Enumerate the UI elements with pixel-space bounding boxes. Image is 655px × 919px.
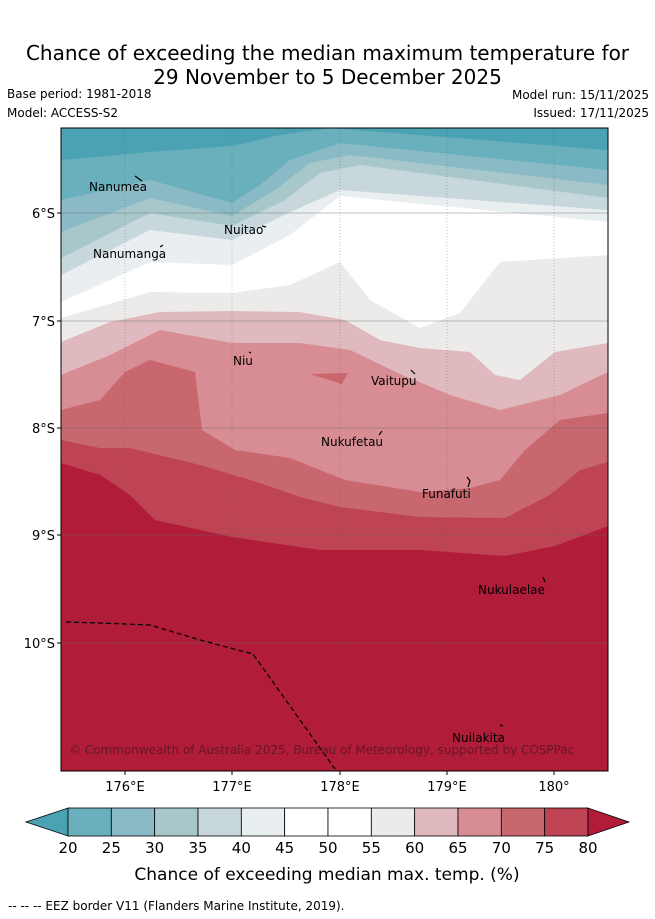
island-label: Funafuti	[422, 487, 471, 501]
colorbar-tick-label: 40	[232, 839, 251, 857]
model-name: Model: ACCESS-S2	[7, 106, 119, 120]
colorbar-tick-label: 25	[102, 839, 121, 857]
island-label: Nanumanga	[93, 247, 166, 261]
contour-island-patch	[310, 373, 348, 384]
island-label: Vaitupu	[371, 374, 417, 388]
gridlines	[124, 128, 555, 771]
colorbar-swatch	[284, 807, 329, 837]
map-frame	[60, 127, 609, 772]
lat-tick-label: 8°S	[32, 422, 55, 437]
colorbar-swatch	[240, 807, 286, 837]
island-label: Niu	[233, 354, 253, 368]
chart-title-line-1: Chance of exceeding the median maximum t…	[25, 41, 630, 65]
colorbar-title: Chance of exceeding median max. temp. (%…	[134, 865, 519, 885]
lat-tick-label: 9°S	[32, 529, 55, 544]
island-labels: Nanumea Nuitao Nanumanga Niu Vaitupu Nuk…	[89, 180, 545, 745]
colorbar-swatch	[544, 807, 589, 837]
colorbar-swatch	[370, 807, 416, 837]
longitude-axis: 176°E 177°E 178°E 179°E 180°	[105, 771, 570, 795]
lat-tick-label: 10°S	[24, 637, 55, 652]
colorbar-extend-low	[24, 807, 69, 837]
lat-tick-label: 7°S	[32, 315, 55, 330]
colorbar-tick-label: 45	[275, 839, 294, 857]
lon-tick-label: 179°E	[427, 780, 467, 795]
colorbar-tick-label: 70	[492, 839, 511, 857]
issued-date: Issued: 17/11/2025	[533, 106, 649, 120]
island-shapes	[134, 175, 546, 727]
chart-title-line-2: 29 November to 5 December 2025	[153, 65, 502, 89]
colorbar-tick-label: 30	[145, 839, 164, 857]
island-label: Nukufetau	[321, 435, 383, 449]
lon-tick-label: 177°E	[212, 780, 252, 795]
colorbar-extend-high	[587, 807, 631, 837]
colorbar-swatch	[500, 807, 546, 837]
eez-border	[65, 621, 336, 770]
island-label: Nanumea	[89, 180, 147, 194]
colorbar-swatch	[110, 807, 156, 837]
colorbar-tick-label: 20	[58, 839, 77, 857]
colorbar-swatch	[327, 807, 372, 837]
probability-contours: Nanumea Nuitao Nanumanga Niu Vaitupu Nuk…	[61, 128, 608, 771]
colorbar-tick-label: 35	[188, 839, 207, 857]
colorbar-tick-label: 75	[535, 839, 554, 857]
latitude-axis: 6°S 7°S 8°S 9°S 10°S	[24, 207, 61, 652]
model-run: Model run: 15/11/2025	[511, 88, 649, 102]
colorbar-swatch	[67, 807, 112, 837]
colorbar-tick-label: 55	[362, 839, 381, 857]
island-label: Nukulaelae	[478, 583, 545, 597]
colorbar-tick-label: 50	[318, 839, 337, 857]
lon-tick-label: 180°	[538, 780, 569, 795]
copyright-notice: © Commonwealth of Australia 2025, Bureau…	[69, 743, 574, 757]
island-label: Nuitao	[224, 223, 263, 237]
colorbar-swatch	[457, 807, 502, 837]
colorbar-swatch	[414, 807, 459, 837]
colorbar-tick-label: 80	[578, 839, 597, 857]
lon-tick-label: 176°E	[105, 780, 145, 795]
colorbar: 20 25 30 35 40 45 50 55 60 65 70 75 80	[24, 807, 631, 857]
base-period: Base period: 1981-2018	[7, 87, 152, 101]
colorbar-tick-label: 60	[405, 839, 424, 857]
island-label: Nuilakita	[452, 731, 505, 745]
lon-tick-label: 178°E	[320, 780, 360, 795]
eez-legend: -- -- -- EEZ border V11 (Flanders Marine…	[8, 899, 345, 913]
colorbar-swatch	[154, 807, 199, 837]
colorbar-swatch	[197, 807, 242, 837]
lat-tick-label: 6°S	[32, 207, 55, 222]
colorbar-tick-label: 65	[448, 839, 467, 857]
contour-above-80	[61, 463, 608, 771]
